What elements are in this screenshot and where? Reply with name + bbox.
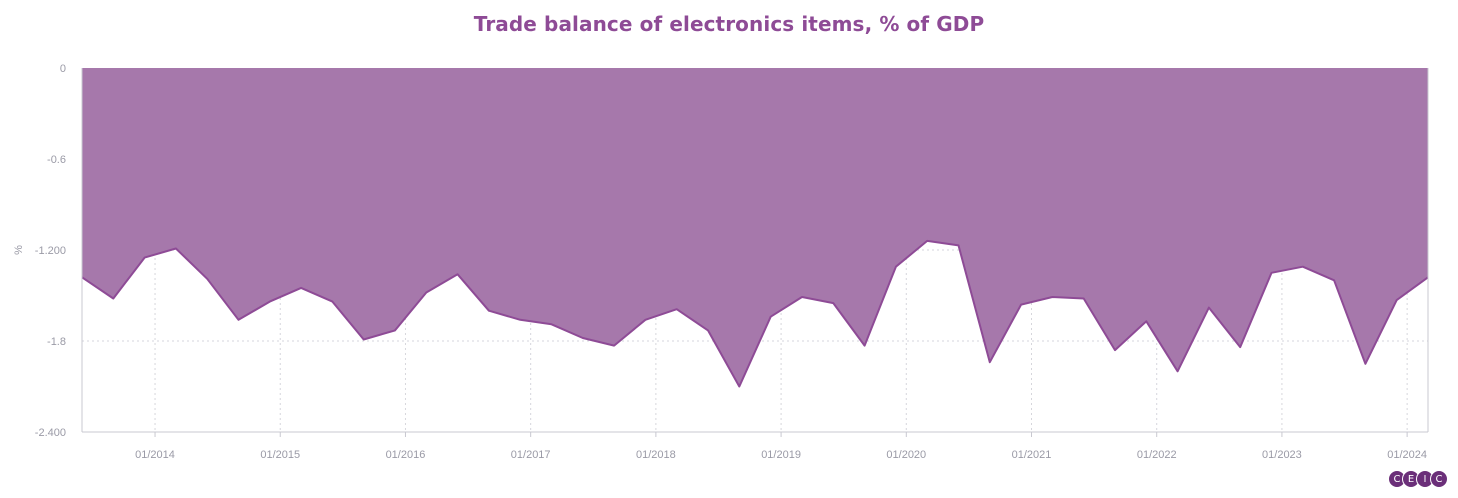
ceic-logo: C E I C — [1388, 470, 1448, 488]
y-tick-label: 0 — [60, 63, 66, 75]
series-area — [82, 68, 1428, 387]
series-line — [81, 239, 1429, 388]
y-axis-ticks: 0 -0.6 -1.200 -1.8 -2.400 — [35, 63, 66, 439]
y-axis-label: % — [13, 245, 25, 255]
x-tick-label: 01/2022 — [1137, 449, 1177, 461]
x-tick-label: 01/2023 — [1262, 449, 1302, 461]
logo-letter: C — [1430, 470, 1448, 488]
x-axis-ticks: 01/2014 01/2015 01/2016 01/2017 01/2018 01/20… — [135, 432, 1427, 461]
chart-title: Trade balance of electronics items, % of… — [473, 12, 985, 36]
y-tick-label: -1.200 — [35, 245, 66, 257]
x-tick-label: 01/2020 — [886, 449, 926, 461]
x-tick-label: 01/2016 — [386, 449, 426, 461]
y-tick-label: -2.400 — [35, 427, 66, 439]
x-tick-label: 01/2024 — [1387, 449, 1427, 461]
x-tick-label: 01/2021 — [1012, 449, 1052, 461]
logo-letter: I — [1416, 470, 1434, 488]
x-tick-label: 01/2014 — [135, 449, 175, 461]
logo-letter: E — [1402, 470, 1420, 488]
y-tick-label: -1.8 — [47, 336, 66, 348]
x-tick-label: 01/2018 — [636, 449, 676, 461]
axes — [81, 68, 1429, 433]
x-tick-label: 01/2019 — [761, 449, 801, 461]
y-tick-label: -0.6 — [47, 154, 66, 166]
x-tick-label: 01/2015 — [260, 449, 300, 461]
x-tick-label: 01/2017 — [511, 449, 551, 461]
